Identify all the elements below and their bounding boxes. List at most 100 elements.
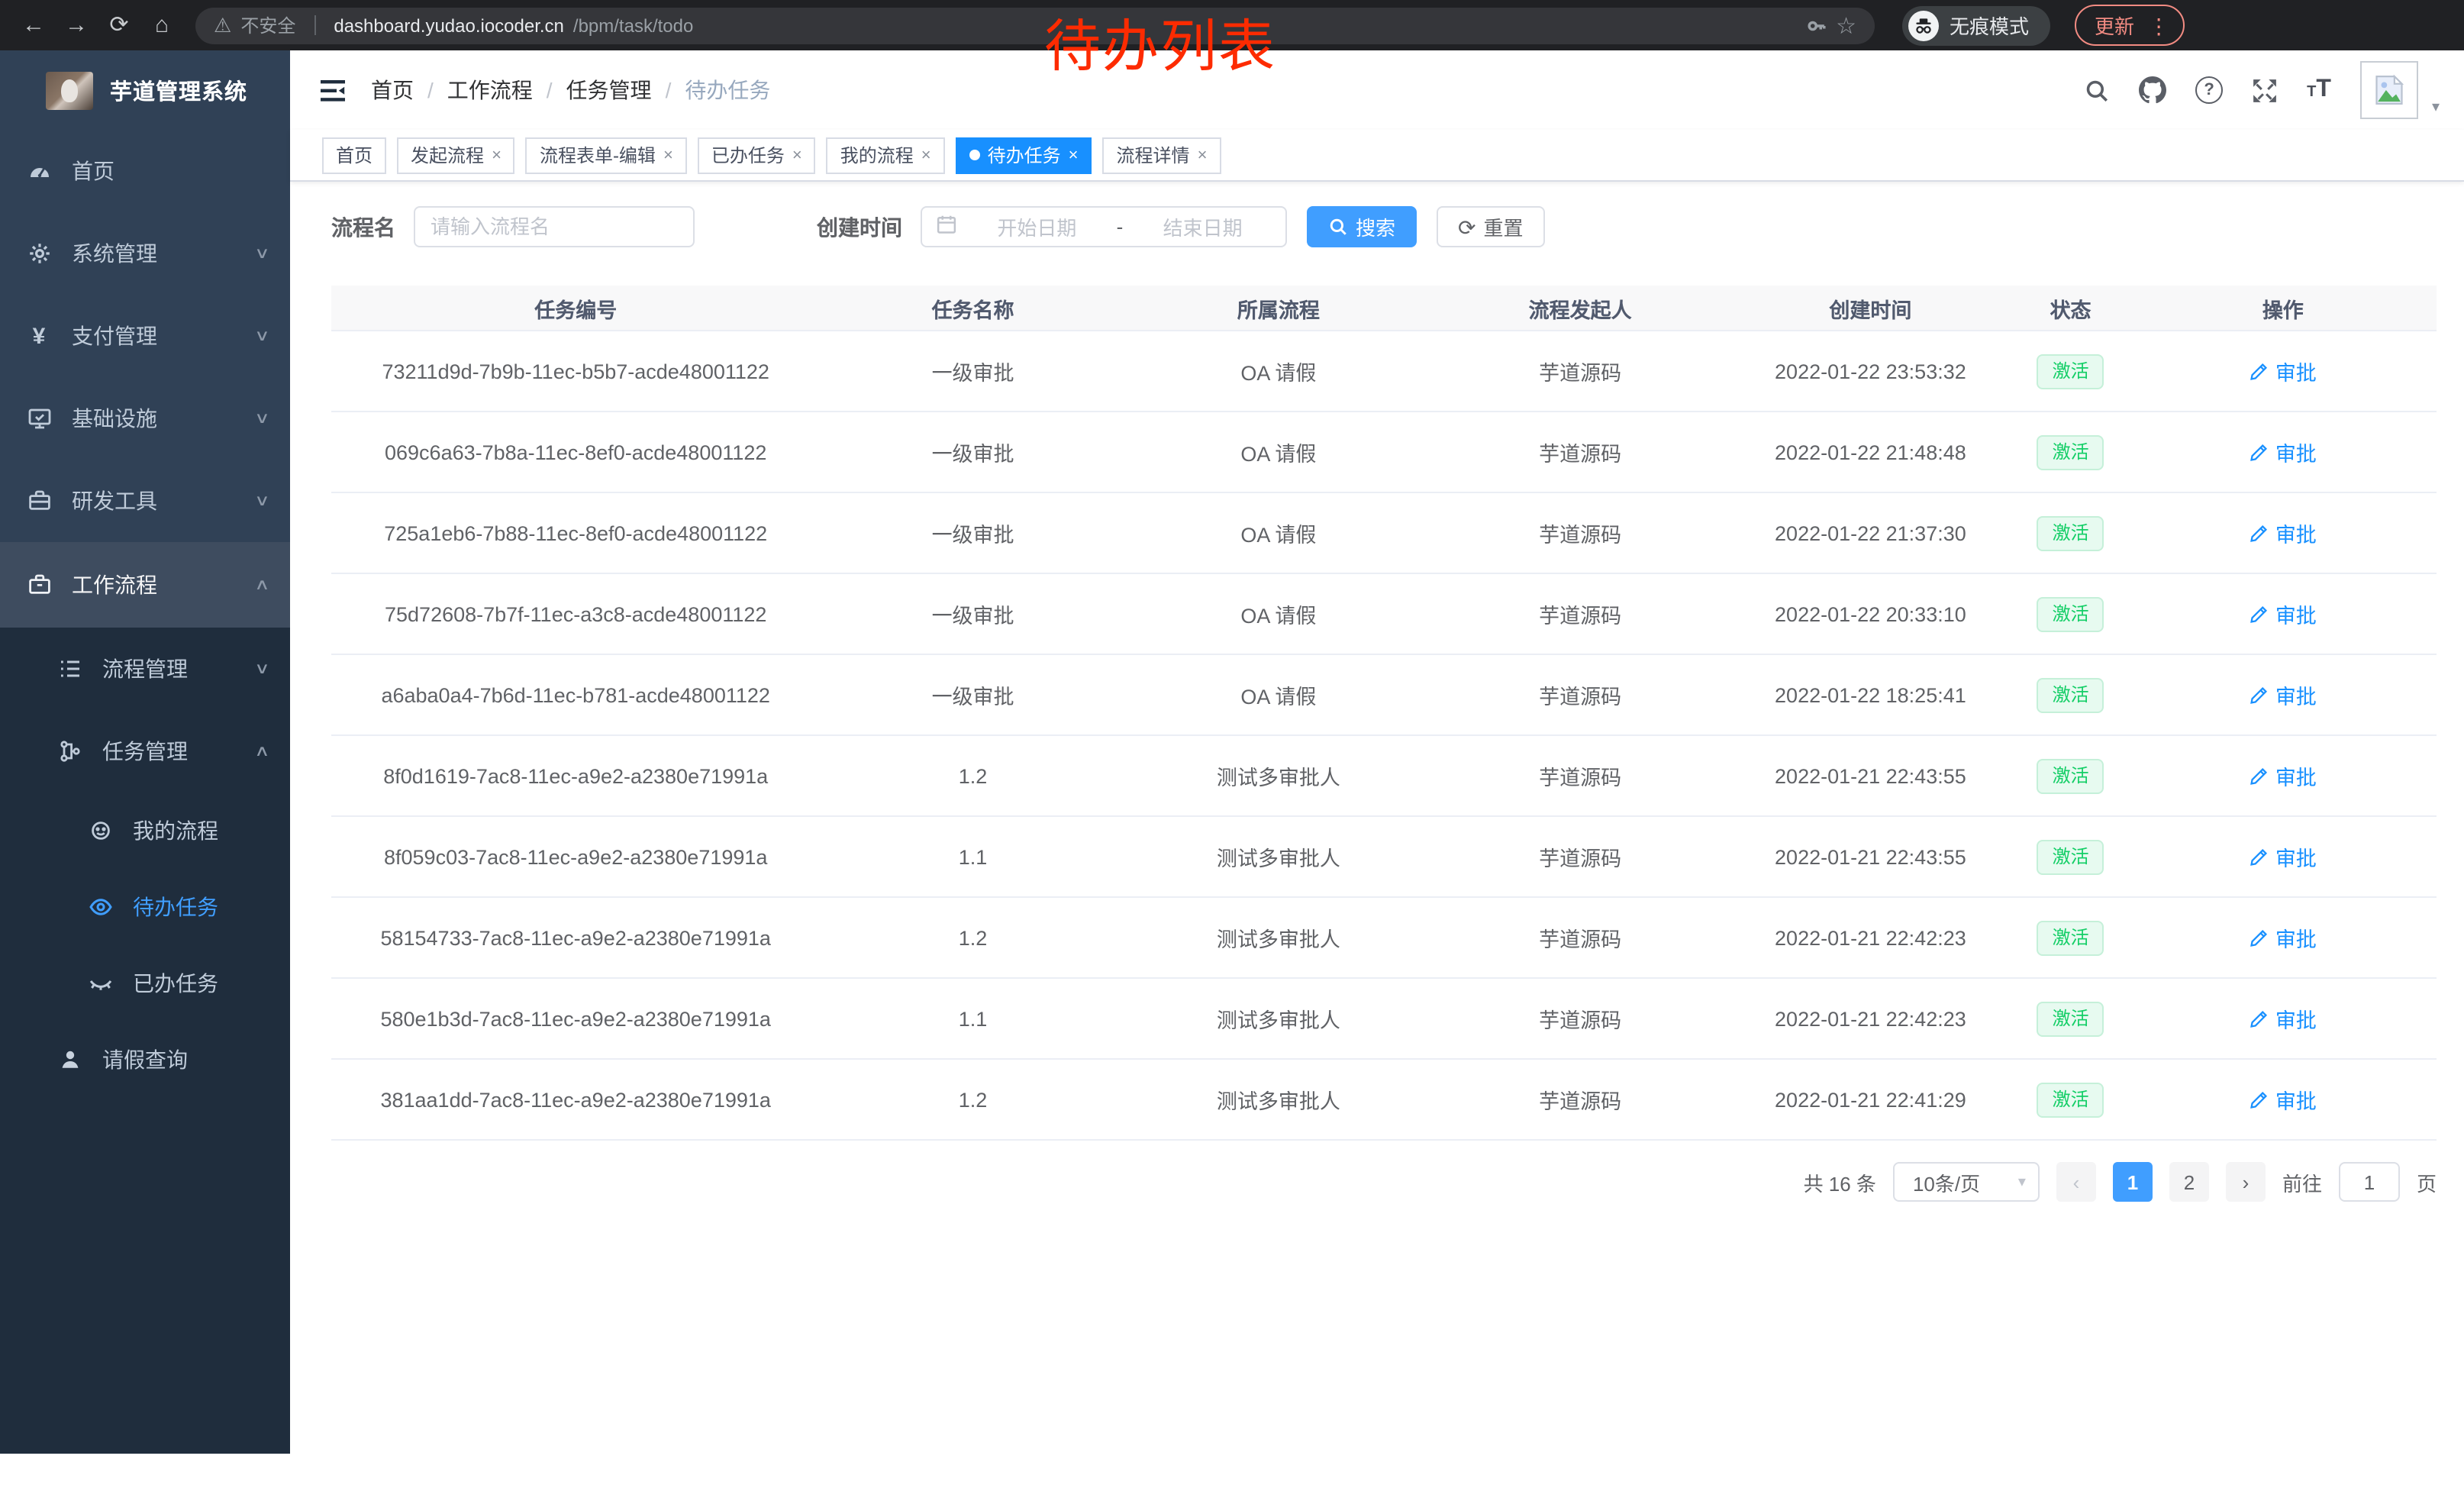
fullscreen-icon[interactable] [2252,77,2278,103]
annotation-text: 待办列表 [1044,15,1276,78]
page-1-button[interactable]: 1 [2112,1162,2153,1202]
tab-my-process[interactable]: 我的流程 × [826,137,945,173]
back-icon[interactable]: ← [22,12,45,38]
todo-task-table: 任务编号 任务名称 所属流程 流程发起人 创建时间 状态 操作 73211d9d… [331,286,2437,1141]
avatar[interactable] [2359,61,2418,119]
sidebar-item-todo-task[interactable]: 待办任务 [0,869,290,945]
bookmark-star-icon[interactable]: ☆ [1836,13,1856,39]
table-row: 381aa1dd-7ac8-11ec-a9e2-a2380e71991a 1.2… [331,1059,2437,1141]
help-icon[interactable]: ? [2195,76,2224,104]
approve-link[interactable]: 审批 [2250,841,2317,872]
tab-start-process[interactable]: 发起流程 × [397,137,515,173]
avatar-caret-icon[interactable]: ▾ [2431,99,2440,116]
sidebar-fold-icon[interactable] [321,79,347,102]
reload-icon[interactable]: ⟳ [109,12,129,38]
home-icon[interactable]: ⌂ [154,12,169,38]
edit-pencil-icon [2250,524,2268,541]
create-time: 2022-01-22 21:37:30 [1775,521,1966,544]
sidebar-item-my-process[interactable]: 我的流程 [0,792,290,869]
create-time-label: 创建时间 [817,215,902,239]
tab-close-icon[interactable]: × [492,146,502,164]
sidebar-item-system[interactable]: 系统管理 ∨ [0,212,290,295]
page-2-button[interactable]: 2 [2169,1162,2209,1202]
sidebar-item-label: 基础设施 [72,406,157,431]
search-button[interactable]: 搜索 [1307,206,1417,247]
address-bar[interactable]: ⚠ 不安全 dashboard.yudao.iocoder.cn/bpm/tas… [195,7,1875,44]
create-time: 2022-01-21 22:41:29 [1775,1088,1966,1111]
app-title: 芋道管理系统 [110,80,247,105]
update-label: 更新 [2095,15,2135,38]
task-name: 1.2 [958,1088,988,1111]
key-icon[interactable] [1805,15,1827,36]
date-range-picker[interactable]: 开始日期 - 结束日期 [921,206,1287,247]
browser-menu-icon[interactable]: ⋮ [2148,13,2170,37]
reset-button[interactable]: ⟳ 重置 [1437,206,1545,247]
approve-link[interactable]: 审批 [2250,922,2317,953]
tab-home[interactable]: 首页 [322,137,387,173]
tab-close-icon[interactable]: × [1197,146,1208,164]
browser-chrome: ← → ⟳ ⌂ ⚠ 不安全 dashboard.yudao.iocoder.cn… [0,0,2464,50]
toolbox-icon [26,489,52,513]
create-time: 2022-01-21 22:43:55 [1775,764,1966,787]
sidebar-item-infrastructure[interactable]: 基础设施 ∨ [0,377,290,460]
tab-close-icon[interactable]: × [921,146,931,164]
table-row: a6aba0a4-7b6d-11ec-b781-acde48001122 一级审… [331,654,2437,736]
list-icon [56,657,82,681]
process-name: 测试多审批人 [1216,767,1340,789]
eye-closed-icon [87,971,113,996]
process-name-input[interactable] [414,206,695,247]
tab-process-form-edit[interactable]: 流程表单-编辑 × [525,137,687,173]
table-row: 8f059c03-7ac8-11ec-a9e2-a2380e71991a 1.1… [331,816,2437,898]
tab-close-icon[interactable]: × [663,146,673,164]
tab-process-detail[interactable]: 流程详情 × [1102,137,1221,173]
search-icon[interactable] [2084,77,2110,103]
approve-link[interactable]: 审批 [2250,356,2317,386]
breadcrumb-home[interactable]: 首页 [371,78,414,102]
sidebar-item-workflow[interactable]: 工作流程 ∧ [0,542,290,628]
edit-pencil-icon [2250,443,2268,460]
forward-icon[interactable]: → [65,12,88,38]
briefcase-icon [26,573,52,597]
workflow-submenu: 流程管理 ∨ 任务管理 ∧ 我的流程 [0,628,290,1454]
active-tab-dot [969,150,980,160]
sidebar-item-payment[interactable]: ¥ 支付管理 ∨ [0,295,290,377]
sidebar-item-home[interactable]: 首页 [0,130,290,212]
table-row: 069c6a63-7b8a-11ec-8ef0-acde48001122 一级审… [331,412,2437,493]
breadcrumb-task-management[interactable]: 任务管理 [566,78,652,102]
approve-link[interactable]: 审批 [2250,760,2317,791]
approve-link[interactable]: 审批 [2250,1003,2317,1034]
sidebar-item-leave-query[interactable]: 请假查询 [0,1022,290,1098]
sidebar-item-devtools[interactable]: 研发工具 ∨ [0,460,290,542]
approve-link[interactable]: 审批 [2250,437,2317,467]
next-page-button[interactable]: › [2225,1162,2266,1202]
process-initiator: 芋道源码 [1539,767,1622,789]
sidebar-item-task-management[interactable]: 任务管理 ∧ [0,710,290,792]
person-icon [56,1047,82,1072]
sidebar-item-done-task[interactable]: 已办任务 [0,945,290,1022]
task-name: 一级审批 [931,443,1014,466]
table-header-row: 任务编号 任务名称 所属流程 流程发起人 创建时间 状态 操作 [331,286,2437,331]
process-initiator: 芋道源码 [1539,928,1622,951]
page-size-select[interactable]: 10条/页 ▾ [1892,1162,2040,1202]
tab-close-icon[interactable]: × [1068,146,1079,164]
tab-todo-tasks[interactable]: 待办任务 × [955,137,1092,173]
approve-link[interactable]: 审批 [2250,599,2317,629]
approve-link[interactable]: 审批 [2250,1084,2317,1115]
browser-update-button[interactable]: 更新 ⋮ [2075,5,2185,46]
approve-link[interactable]: 审批 [2250,679,2317,710]
url-divider [314,15,316,35]
prev-page-button[interactable]: ‹ [2056,1162,2096,1202]
edit-pencil-icon [2250,847,2268,865]
app-logo-row[interactable]: 芋道管理系统 [0,50,290,130]
approve-link[interactable]: 审批 [2250,518,2317,548]
tab-close-icon[interactable]: × [792,146,802,164]
process-initiator: 芋道源码 [1539,1090,1622,1113]
goto-page-input[interactable] [2338,1162,2400,1202]
sidebar-item-process-management[interactable]: 流程管理 ∨ [0,628,290,710]
breadcrumb-workflow[interactable]: 工作流程 [447,78,533,102]
github-icon[interactable] [2139,76,2167,104]
tab-done-tasks[interactable]: 已办任务 × [697,137,816,173]
task-id: 75d72608-7b7f-11ec-a3c8-acde48001122 [385,602,767,625]
status-badge: 激活 [2037,434,2104,470]
